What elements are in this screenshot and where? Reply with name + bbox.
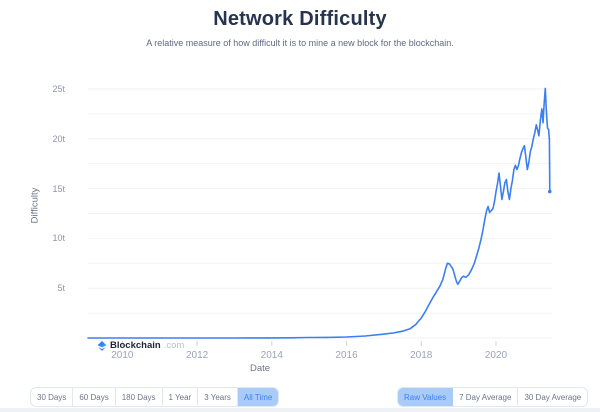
period-button-all-time[interactable]: All Time	[237, 388, 279, 406]
page-subtitle: A relative measure of how difficult it i…	[146, 38, 454, 48]
x-tick-label: 2018	[410, 350, 433, 361]
y-tick-label: 10t	[52, 233, 65, 244]
period-button-60-days[interactable]: 60 Days	[73, 388, 116, 406]
mode-button-30-day-average[interactable]: 30 Day Average	[518, 388, 587, 406]
difficulty-line-series	[87, 87, 551, 339]
x-tick-label: 2020	[484, 350, 508, 361]
last-point-marker	[547, 189, 552, 194]
period-button-group: 30 Days 60 Days 180 Days 1 Year 3 Years All T…	[30, 387, 280, 407]
period-button-30-days[interactable]: 30 Days	[31, 388, 74, 406]
page-title: Network Difficulty	[213, 8, 387, 30]
section-divider	[0, 408, 600, 412]
mode-button-raw-values[interactable]: Raw Values	[398, 388, 454, 406]
period-button-1-year[interactable]: 1 Year	[163, 388, 199, 406]
mode-button-7-day-average[interactable]: 7 Day Average	[453, 388, 519, 406]
period-button-3-years[interactable]: 3 Years	[198, 388, 238, 406]
x-tick-label: 2012	[185, 350, 209, 361]
y-tick-label: 15t	[52, 183, 65, 194]
mode-button-group: Raw Values 7 Day Average 30 Day Average	[397, 387, 589, 407]
watermark-suffix-text: .com	[163, 340, 185, 351]
x-tick-label: 2014	[260, 350, 283, 361]
x-axis-title: Date	[249, 363, 271, 374]
blockchain-logo-icon	[97, 340, 107, 351]
y-tick-label: 20t	[52, 133, 65, 144]
period-button-180-days[interactable]: 180 Days	[116, 388, 163, 406]
watermark-brand-text: Blockchain	[110, 340, 161, 351]
blockchain-watermark-link[interactable]: Blockchain .com	[97, 340, 184, 351]
y-tick-label: 25t	[52, 83, 65, 94]
x-tick-label: 2016	[335, 350, 358, 361]
y-tick-label: 5t	[57, 283, 65, 294]
x-tick-label: 2010	[111, 350, 134, 361]
